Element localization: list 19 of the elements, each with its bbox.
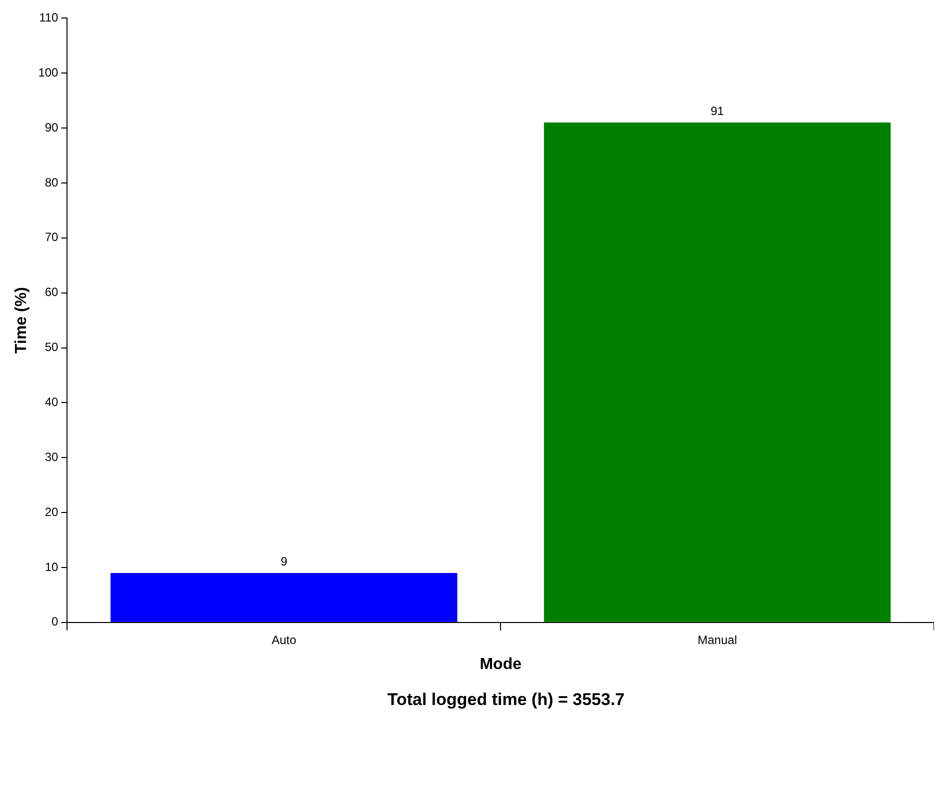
text: Total logged time (h) = 3553.7 bbox=[386, 690, 626, 710]
y-tick-label: 110 bbox=[39, 10, 59, 25]
y-tick-label: 50 bbox=[44, 340, 59, 354]
y-tick-label: 40 bbox=[44, 395, 59, 410]
x-tick-label: Auto bbox=[272, 632, 297, 647]
y-tick-label: 30 bbox=[44, 450, 59, 464]
y-tick-label: 80 bbox=[44, 175, 59, 190]
y-tick-label: 0 bbox=[52, 614, 59, 629]
x-tick-label: Manual bbox=[698, 632, 737, 647]
data-label: 91 bbox=[710, 104, 724, 118]
y-axis-title: Time (%) bbox=[13, 287, 30, 354]
x-axis-title: Mode bbox=[480, 656, 522, 673]
y-tick-label: 60 bbox=[44, 285, 59, 300]
y-tick-label: 10 bbox=[44, 560, 59, 574]
data-label: 9 bbox=[280, 554, 288, 568]
y-tick-label: 100 bbox=[38, 65, 59, 80]
y-tick-label: 20 bbox=[44, 504, 59, 519]
y-tick-label: 70 bbox=[44, 230, 59, 244]
y-tick-label: 90 bbox=[44, 120, 59, 134]
